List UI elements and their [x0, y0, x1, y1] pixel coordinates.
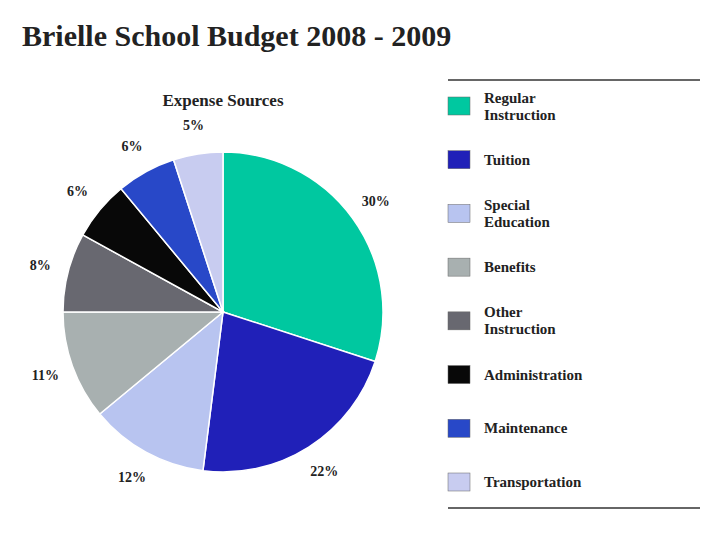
- pie-labels: 30% 22% 12% 11% 8% 6% 6% 5%: [30, 118, 390, 485]
- pie-title: Expense Sources: [162, 91, 283, 110]
- pie-slice: [203, 312, 375, 472]
- legend-label-line: Instruction: [484, 107, 556, 123]
- pie-slice: [174, 152, 223, 312]
- data-label: 22%: [310, 464, 338, 479]
- data-label: 11%: [32, 368, 59, 383]
- legend-label-line: Benefits: [484, 259, 536, 275]
- background: [0, 0, 720, 540]
- legend-swatch: [448, 473, 470, 491]
- legend-rule: [448, 507, 700, 509]
- legend-label: Maintenance: [484, 420, 568, 436]
- legend: RegularInstructionTuitionSpecialEducatio…: [448, 80, 700, 508]
- legend-rule: [448, 79, 700, 81]
- legend-swatch: [448, 366, 470, 384]
- data-label: 6%: [67, 184, 88, 199]
- legend-label: RegularInstruction: [484, 90, 556, 123]
- legend-label: Transportation: [484, 474, 582, 490]
- legend-label: Administration: [484, 367, 583, 383]
- data-label: 12%: [118, 470, 146, 485]
- data-label: 5%: [183, 118, 204, 133]
- legend-label: Benefits: [484, 259, 536, 275]
- legend-label-line: Education: [484, 214, 551, 230]
- data-label: 6%: [122, 139, 143, 154]
- legend-label: SpecialEducation: [484, 197, 551, 230]
- legend-swatch: [448, 312, 470, 330]
- legend-label-line: Other: [484, 304, 523, 320]
- legend-swatch: [448, 97, 470, 115]
- legend-label-line: Administration: [484, 367, 583, 383]
- legend-label-line: Tuition: [484, 152, 531, 168]
- legend-label-line: Regular: [484, 90, 536, 106]
- legend-label-line: Transportation: [484, 474, 582, 490]
- chart-title: Brielle School Budget 2008 - 2009: [22, 19, 451, 52]
- legend-label: Tuition: [484, 152, 531, 168]
- legend-swatch: [448, 204, 470, 222]
- legend-label-line: Instruction: [484, 321, 556, 337]
- legend-label-line: Special: [484, 197, 530, 213]
- legend-label-line: Maintenance: [484, 420, 568, 436]
- pie-slice: [63, 312, 223, 414]
- legend-swatch: [448, 151, 470, 169]
- chart-container: Brielle School Budget 2008 - 2009 Expense…: [0, 0, 720, 540]
- pie-slices: [63, 152, 383, 472]
- chart-svg: Brielle School Budget 2008 - 2009 Expense…: [0, 0, 720, 540]
- data-label: 30%: [362, 194, 390, 209]
- legend-swatch: [448, 258, 470, 276]
- data-label: 8%: [30, 258, 51, 273]
- legend-swatch: [448, 419, 470, 437]
- legend-label: OtherInstruction: [484, 304, 556, 337]
